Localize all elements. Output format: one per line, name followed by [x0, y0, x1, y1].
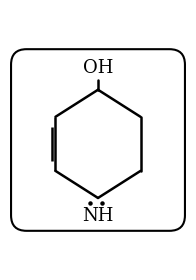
- Text: NH: NH: [82, 207, 114, 225]
- FancyBboxPatch shape: [11, 49, 185, 231]
- Text: OH: OH: [83, 59, 113, 76]
